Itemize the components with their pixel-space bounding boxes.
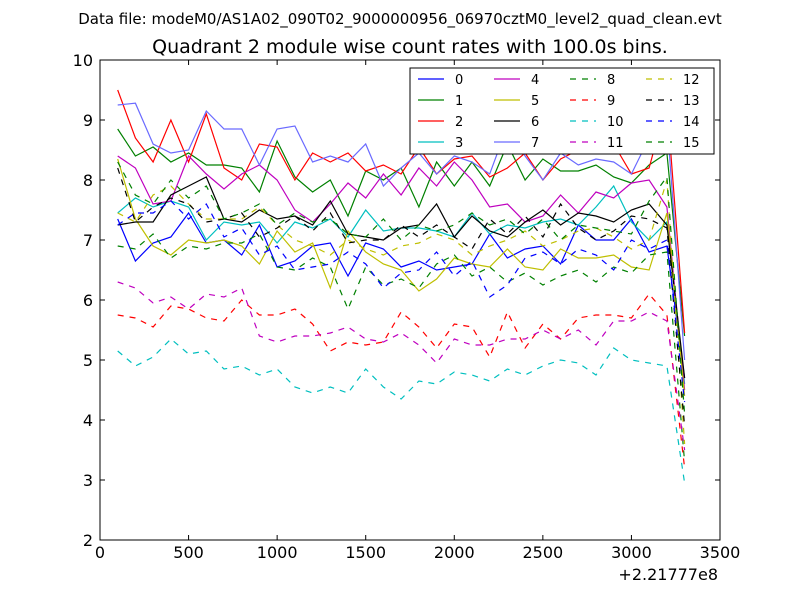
legend-label-10: 10 [607,115,624,130]
legend-label-5: 5 [531,94,539,109]
y-tick-label: 2 [83,531,93,550]
legend-label-4: 4 [531,73,539,88]
series-line-11 [117,281,686,451]
legend-label-13: 13 [683,94,700,109]
y-tick-label: 4 [83,411,93,430]
y-tick-label: 6 [83,291,93,310]
plot-area [99,59,721,541]
legend-label-2: 2 [455,115,463,130]
legend-label-11: 11 [607,136,624,151]
series-line-4 [117,154,686,391]
x-tick-label: 0 [95,543,105,562]
series-line-8 [117,233,686,463]
legend-label-9: 9 [607,94,615,109]
series-group [117,89,686,484]
legend-box [409,67,715,155]
legend-label-0: 0 [455,73,463,88]
series-line-5 [117,158,686,397]
legend-label-14: 14 [683,115,700,130]
figure-suptitle: Data file: modeM0/AS1A02_090T02_90000009… [78,10,722,29]
series-line-7 [117,102,686,361]
series-line-12 [117,179,686,445]
x-tick-label: 2000 [434,543,475,562]
x-axis: 0 500 1000 1500 2000 2500 3000 3500 [95,60,740,562]
series-line-9 [117,293,686,469]
series-line-13 [117,167,686,427]
x-tick-label: 1000 [257,543,298,562]
y-tick-label: 8 [83,171,93,190]
legend-label-1: 1 [455,94,463,109]
x-axis-offset-label: +2.21777e8 [618,565,718,584]
y-tick-label: 10 [73,51,93,70]
y-tick-label: 7 [83,231,93,250]
series-line-15 [117,161,686,415]
x-tick-label: 1500 [345,543,386,562]
legend-label-7: 7 [531,136,539,151]
y-tick-label: 9 [83,111,93,130]
legend-label-15: 15 [683,136,700,151]
legend-label-6: 6 [531,115,539,130]
chart-title: Quadrant 2 module wise count rates with … [152,36,668,58]
x-tick-label: 500 [173,543,204,562]
legend-label-12: 12 [683,73,700,88]
series-line-14 [117,200,686,403]
y-tick-label: 3 [83,471,93,490]
legend-label-3: 3 [455,136,463,151]
y-tick-label: 5 [83,351,93,370]
x-tick-label: 3500 [700,543,741,562]
series-line-10 [117,338,686,484]
legend-label-8: 8 [607,73,615,88]
series-line-6 [117,176,686,379]
x-tick-label: 2500 [522,543,563,562]
x-tick-label: 3000 [611,543,652,562]
